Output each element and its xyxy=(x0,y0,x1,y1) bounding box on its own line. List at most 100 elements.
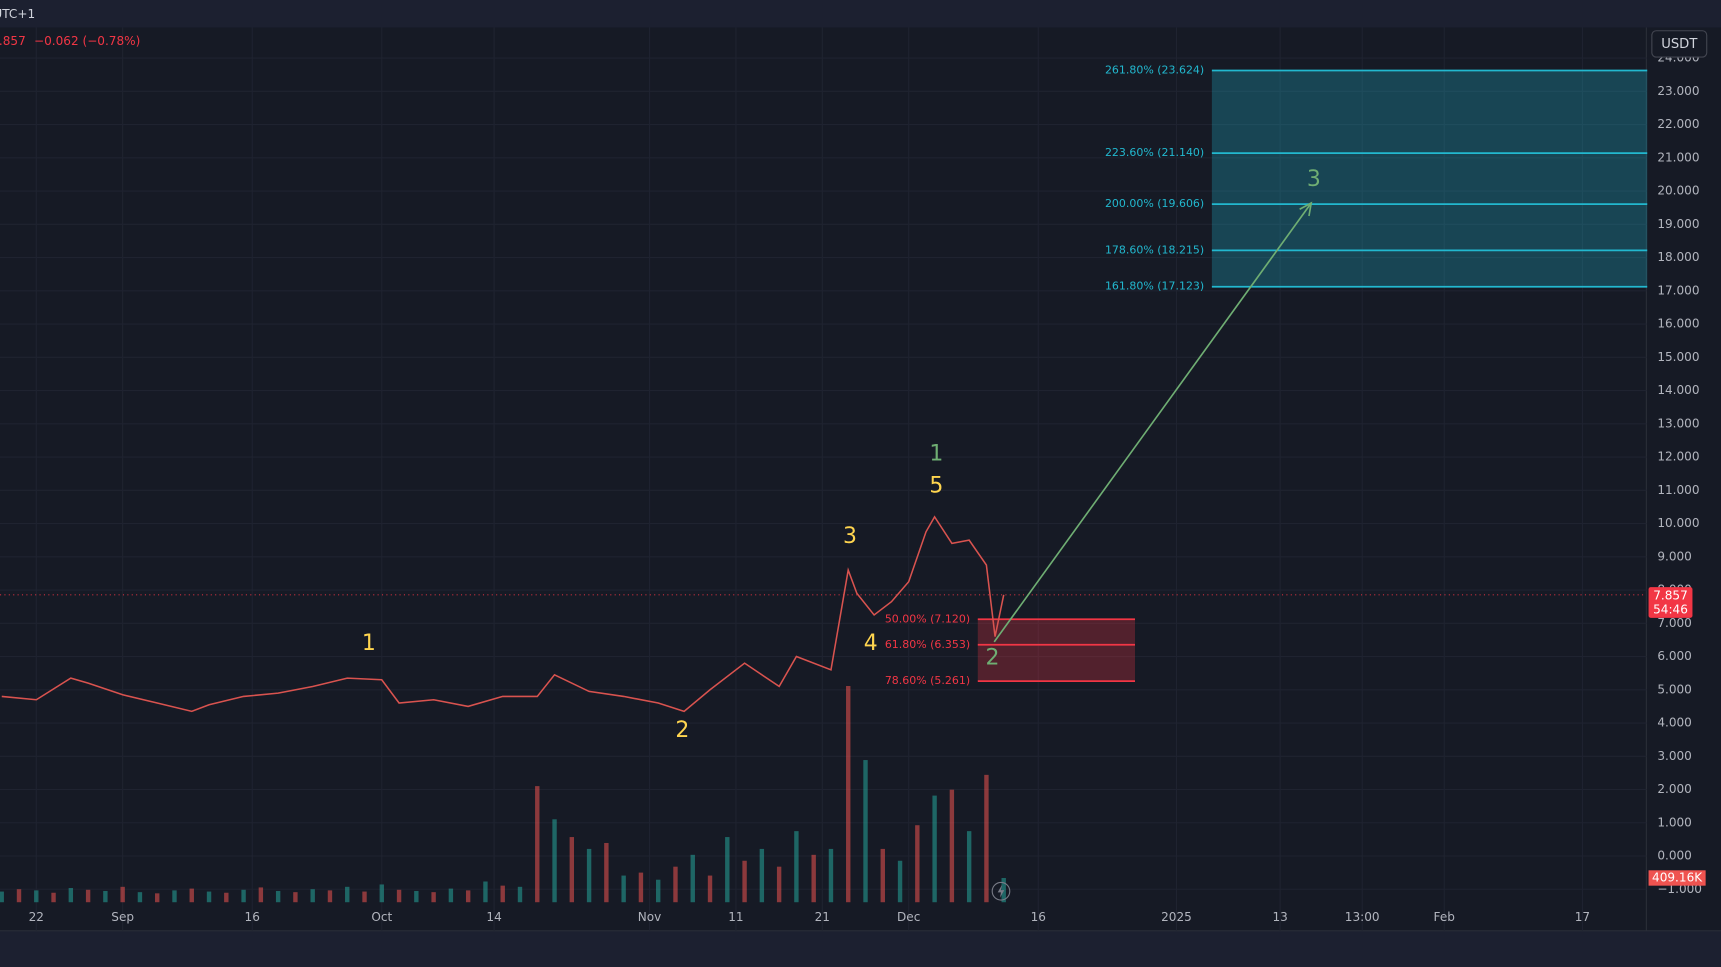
y-tick-label: 10.000 xyxy=(1657,516,1699,530)
fib-label: 223.60% (21.140) xyxy=(1105,146,1204,159)
x-tick-label: 17 xyxy=(1575,910,1590,924)
y-tick-label: 5.000 xyxy=(1657,682,1692,696)
y-tick-label: 0.000 xyxy=(1657,849,1692,863)
volume-bar xyxy=(1001,877,1006,903)
volume-bar xyxy=(137,892,143,903)
x-tick-label: 13:00 xyxy=(1345,910,1380,924)
volume-bar xyxy=(535,786,540,903)
volume-bar xyxy=(932,795,937,903)
volume-bar xyxy=(465,890,471,903)
projection-arrow xyxy=(993,202,1312,643)
volume-bar xyxy=(863,760,868,903)
last-price: 7.857 xyxy=(0,34,26,48)
x-tick-label: 16 xyxy=(245,910,260,924)
volume-bar xyxy=(656,879,661,903)
x-tick-label: Nov xyxy=(638,910,662,924)
volume-bar xyxy=(155,893,160,903)
price-series xyxy=(1,515,1005,713)
volume-bar xyxy=(431,892,436,903)
volume-bar xyxy=(828,848,834,903)
x-tick-label: 13 xyxy=(1272,910,1287,924)
volume-bar xyxy=(206,891,212,903)
countdown: 54:46 xyxy=(1653,603,1688,617)
y-tick-label: 19.000 xyxy=(1657,217,1699,231)
fib-label: 178.60% (18.215) xyxy=(1105,243,1204,256)
volume-bar xyxy=(949,789,955,903)
y-tick-label: 9.000 xyxy=(1657,549,1692,563)
volume-bar xyxy=(984,774,989,903)
y-tick-label: 20.000 xyxy=(1657,184,1699,198)
y-tick-label: 17.000 xyxy=(1657,283,1699,297)
axes: −1.0000.0001.0002.0003.0004.0005.0006.00… xyxy=(29,51,1706,924)
lightning-glyph xyxy=(997,884,1005,898)
volume-bar xyxy=(396,889,402,903)
volume-bar xyxy=(846,686,851,903)
wave-label: 3 xyxy=(843,524,857,549)
lightning-icon[interactable] xyxy=(991,881,1011,901)
volume-bar xyxy=(362,891,367,903)
wave-label: 4 xyxy=(864,631,878,656)
volume-bar xyxy=(483,881,488,903)
plot: 1 2 3 4 5 1 2 3 xyxy=(0,167,1647,743)
currency[interactable]: USDT xyxy=(1661,37,1698,52)
wave-label: 2 xyxy=(985,646,999,671)
y-tick-label: 3.000 xyxy=(1657,749,1692,763)
volume-bar xyxy=(310,889,315,903)
volume-bar xyxy=(517,886,523,903)
volume-bar xyxy=(500,885,505,903)
y-tick-label: 22.000 xyxy=(1657,117,1699,131)
volume xyxy=(0,686,1006,903)
x-tick-label: 11 xyxy=(728,910,743,924)
y-tick-label: 11.000 xyxy=(1657,483,1699,497)
volume-label: 409.16K xyxy=(1652,870,1703,884)
fib-label: 261.80% (23.624) xyxy=(1105,64,1204,77)
volume-bar xyxy=(586,848,592,903)
wave-label: 5 xyxy=(929,473,943,498)
volume-bar xyxy=(569,837,575,903)
fib-zones: 261.80% (23.624) 223.60% (21.140) 200.00% … xyxy=(885,64,1648,687)
volume-bar xyxy=(811,854,816,903)
volume-bar xyxy=(275,890,281,903)
x-tick-label: Feb xyxy=(1434,910,1455,924)
volume-bar xyxy=(966,831,972,903)
wave-label: 3 xyxy=(1307,167,1321,192)
volume-bar xyxy=(379,884,384,903)
fib-label: 50.00% (7.120) xyxy=(885,612,970,625)
volume-bar xyxy=(604,842,609,903)
bottom-bar xyxy=(0,930,1721,967)
y-tick-label: 4.000 xyxy=(1657,716,1692,730)
volume-bar xyxy=(241,889,246,903)
y-tick-label: 23.000 xyxy=(1657,84,1699,98)
y-tick-label: 7.000 xyxy=(1657,616,1692,630)
volume-bar xyxy=(68,888,74,903)
x-tick-label: 22 xyxy=(29,910,44,924)
x-tick-label: 21 xyxy=(815,910,830,924)
volume-bar xyxy=(51,892,56,903)
price-tag xyxy=(1648,587,1693,618)
volume-bar xyxy=(742,860,747,903)
volume-bar xyxy=(85,889,91,903)
wave-label: 2 xyxy=(675,718,689,743)
currency-button[interactable] xyxy=(1651,30,1708,58)
volume-bar xyxy=(707,875,713,903)
volume-bar xyxy=(897,860,903,903)
volume-bar xyxy=(638,872,644,903)
volume-bar xyxy=(794,831,799,903)
x-tick-label: 2025 xyxy=(1161,910,1192,924)
x-tick-label: Oct xyxy=(371,910,392,924)
x-tick-label: Sep xyxy=(111,910,134,924)
volume-bar xyxy=(327,890,333,903)
volume-tag xyxy=(1648,870,1706,886)
wave-label: 1 xyxy=(362,631,376,656)
volume-bar xyxy=(621,875,626,903)
y-tick-label: 12.000 xyxy=(1657,450,1699,464)
y-tick-label: 6.000 xyxy=(1657,649,1692,663)
fib-zone xyxy=(977,619,1136,682)
y-tick-label: 2.000 xyxy=(1657,782,1692,796)
y-tick-label: 15.000 xyxy=(1657,350,1699,364)
volume-bar xyxy=(345,886,350,903)
x-tick-label: 16 xyxy=(1031,910,1046,924)
volume-bar xyxy=(293,892,298,903)
